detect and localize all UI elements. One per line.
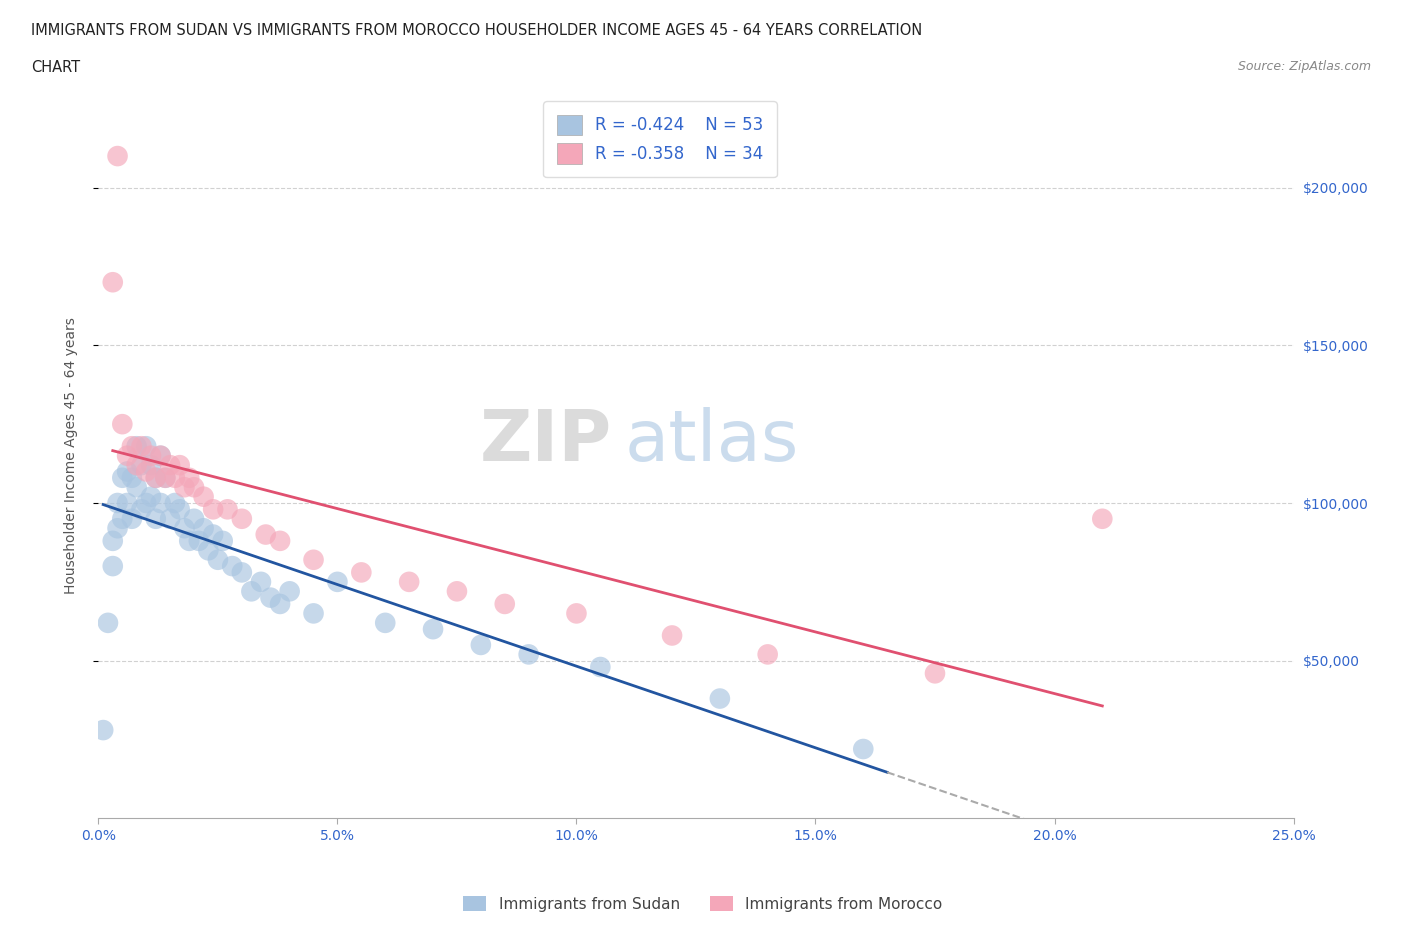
Point (565, 606, 588, 621)
Point (250, 575, 273, 590)
Point (470, 637, 492, 652)
Point (183, 480, 205, 495)
Point (179, 471, 201, 485)
Point (221, 559, 243, 574)
Point (852, 741, 875, 756)
Point (107, 149, 129, 164)
Point (254, 527, 277, 542)
Point (125, 480, 148, 495)
Point (163, 496, 186, 511)
Point (135, 496, 157, 511)
Point (350, 565, 373, 579)
Point (374, 616, 396, 631)
Point (101, 559, 124, 574)
Point (131, 439, 153, 454)
Point (121, 471, 143, 485)
Point (197, 543, 219, 558)
Point (231, 512, 253, 526)
Point (193, 489, 215, 504)
Point (187, 534, 209, 549)
Point (149, 448, 172, 463)
Point (259, 591, 281, 605)
Point (125, 439, 148, 454)
Point (155, 471, 177, 485)
Point (111, 471, 134, 485)
Point (155, 471, 177, 485)
Point (173, 521, 195, 536)
Point (179, 534, 201, 549)
Point (131, 458, 153, 472)
Point (494, 596, 516, 611)
Point (446, 584, 468, 599)
Point (517, 647, 540, 662)
Point (131, 502, 153, 517)
Point (302, 552, 325, 567)
Text: atlas: atlas (624, 406, 799, 475)
Point (269, 534, 291, 549)
Legend: R = -0.424    N = 53, R = -0.358    N = 34: R = -0.424 N = 53, R = -0.358 N = 34 (544, 101, 776, 177)
Point (924, 666, 946, 681)
Point (107, 496, 129, 511)
Point (211, 534, 233, 549)
Point (101, 274, 124, 289)
Point (125, 458, 148, 472)
Point (756, 647, 779, 662)
Point (149, 448, 172, 463)
Point (135, 439, 157, 454)
Point (107, 521, 129, 536)
Point (149, 496, 172, 511)
Point (159, 458, 181, 472)
Point (326, 575, 349, 590)
Point (145, 471, 167, 485)
Point (145, 471, 167, 485)
Point (240, 584, 263, 599)
Point (169, 502, 191, 517)
Point (139, 489, 162, 504)
Point (145, 512, 167, 526)
Point (121, 512, 143, 526)
Point (709, 691, 731, 706)
Point (91, 723, 114, 737)
Point (139, 458, 162, 472)
Legend: Immigrants from Sudan, Immigrants from Morocco: Immigrants from Sudan, Immigrants from M… (457, 889, 949, 918)
Point (422, 622, 444, 637)
Text: CHART: CHART (31, 60, 80, 75)
Text: Source: ZipAtlas.com: Source: ZipAtlas.com (1237, 60, 1371, 73)
Point (163, 471, 186, 485)
Point (193, 521, 215, 536)
Point (589, 659, 612, 674)
Text: IMMIGRANTS FROM SUDAN VS IMMIGRANTS FROM MOROCCO HOUSEHOLDER INCOME AGES 45 - 64: IMMIGRANTS FROM SUDAN VS IMMIGRANTS FROM… (31, 23, 922, 38)
Point (202, 527, 225, 542)
Point (1091, 512, 1114, 526)
Text: ZIP: ZIP (479, 406, 613, 475)
Point (173, 480, 195, 495)
Point (302, 606, 325, 621)
Point (159, 512, 181, 526)
Point (169, 458, 191, 472)
Point (111, 512, 134, 526)
Point (115, 464, 138, 479)
Y-axis label: Householder Income Ages 45 - 64 years: Householder Income Ages 45 - 64 years (63, 317, 77, 594)
Point (115, 496, 138, 511)
Point (115, 448, 138, 463)
Point (398, 575, 420, 590)
Point (217, 502, 239, 517)
Point (202, 502, 225, 517)
Point (661, 628, 683, 643)
Point (269, 596, 291, 611)
Point (231, 565, 253, 579)
Point (97, 616, 120, 631)
Point (183, 512, 205, 526)
Point (121, 439, 143, 454)
Point (111, 417, 134, 432)
Point (101, 534, 124, 549)
Point (207, 552, 229, 567)
Point (139, 448, 162, 463)
Point (278, 584, 301, 599)
Point (135, 464, 157, 479)
